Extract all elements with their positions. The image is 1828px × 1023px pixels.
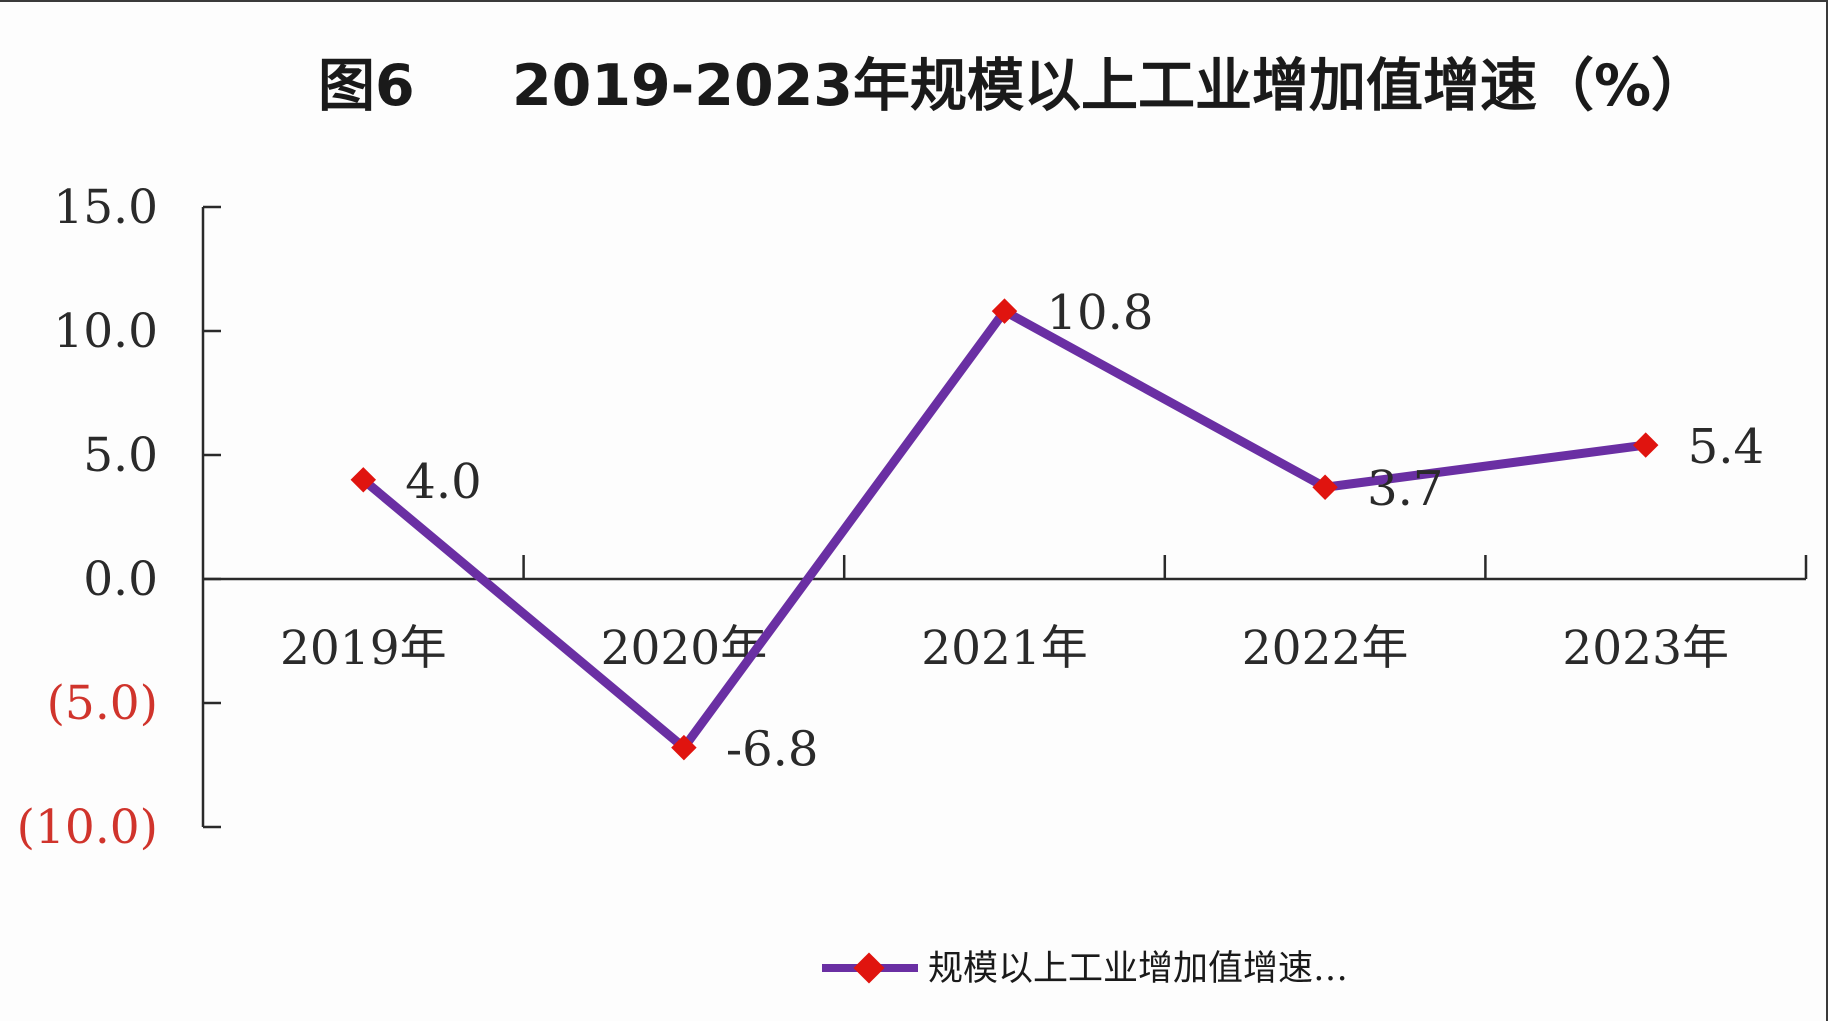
series-group: 4.0 -6.8 10.8 3.7 5.4 <box>350 285 1764 778</box>
y-tick-label: (10.0) <box>17 800 158 855</box>
legend: 规模以上工业增加值增速… <box>822 949 1348 989</box>
data-label: 10.8 <box>1047 285 1154 341</box>
x-category-label: 2023年 <box>1562 621 1729 676</box>
data-point-marker <box>991 298 1018 324</box>
x-category-label: 2021年 <box>921 621 1088 676</box>
legend-label: 规模以上工业增加值增速… <box>928 949 1348 989</box>
data-label: 3.7 <box>1367 461 1443 517</box>
data-label: -6.8 <box>726 722 819 778</box>
y-tick-label: 15.0 <box>53 180 158 235</box>
data-label: 4.0 <box>405 454 481 510</box>
series-line <box>358 306 1651 753</box>
x-category-label: 2019年 <box>280 621 447 676</box>
legend-marker-swatch <box>853 952 885 984</box>
data-label: 5.4 <box>1688 419 1764 475</box>
y-tick-label: 5.0 <box>83 428 158 483</box>
y-tick-label: 0.0 <box>83 552 158 607</box>
data-point-marker <box>1632 432 1659 458</box>
chart-figure-number: 图6 <box>318 53 415 119</box>
axes: 15.010.05.00.0(5.0)(10.0)2019年 2020年 2021年… <box>17 180 1808 855</box>
data-point-marker <box>350 467 377 493</box>
x-category-label: 2022年 <box>1242 621 1409 676</box>
chart-title: 2019-2023年规模以上工业增加值增速（%） <box>512 53 1708 119</box>
y-tick-label: (5.0) <box>47 676 158 731</box>
data-point-marker <box>671 734 697 761</box>
y-tick-label: 10.0 <box>53 304 158 359</box>
